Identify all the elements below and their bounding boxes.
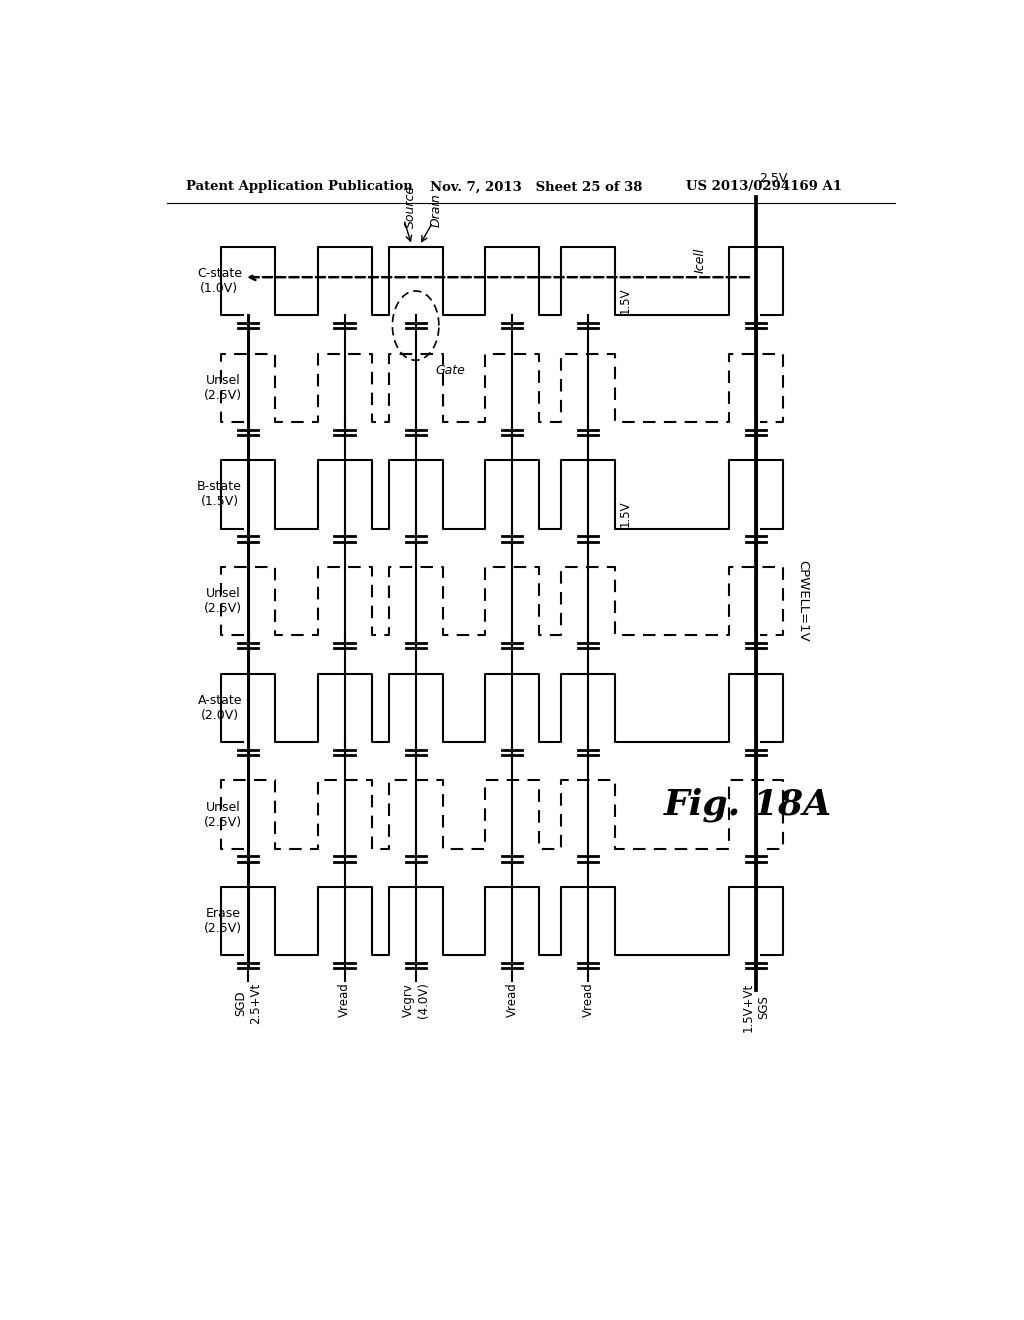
Text: Nov. 7, 2013   Sheet 25 of 38: Nov. 7, 2013 Sheet 25 of 38 [430, 181, 643, 194]
Text: Unsel
(2.5V): Unsel (2.5V) [204, 800, 242, 829]
Text: Fig. 18A: Fig. 18A [664, 788, 833, 822]
Text: Vread: Vread [506, 982, 518, 1016]
Text: SGD
2.5+Vt: SGD 2.5+Vt [234, 982, 262, 1023]
Text: Unsel
(2.5V): Unsel (2.5V) [204, 587, 242, 615]
Text: 1.5V: 1.5V [618, 286, 632, 314]
Text: Drain: Drain [430, 193, 442, 227]
Text: 1.5V: 1.5V [618, 500, 632, 527]
Text: CPWELL=1V: CPWELL=1V [796, 560, 809, 642]
Text: Patent Application Publication: Patent Application Publication [186, 181, 413, 194]
Text: Unsel
(2.5V): Unsel (2.5V) [204, 374, 242, 401]
Text: US 2013/0294169 A1: US 2013/0294169 A1 [686, 181, 842, 194]
Text: Vcgrv
(4.0V): Vcgrv (4.0V) [401, 982, 430, 1018]
Text: B-state
(1.5V): B-state (1.5V) [197, 480, 242, 508]
Text: Erase
(2.5V): Erase (2.5V) [204, 907, 242, 936]
Text: 1.5V+Vt
SGS: 1.5V+Vt SGS [741, 982, 770, 1031]
Text: C-state
(1.0V): C-state (1.0V) [197, 267, 242, 296]
Text: Icell: Icell [693, 248, 707, 273]
Text: Vread: Vread [338, 982, 351, 1016]
Text: Gate: Gate [435, 364, 465, 378]
Text: Source: Source [404, 185, 417, 228]
Text: Vread: Vread [582, 982, 595, 1016]
Text: A-state
(2.0V): A-state (2.0V) [198, 694, 242, 722]
Text: 2.5V: 2.5V [760, 173, 788, 185]
